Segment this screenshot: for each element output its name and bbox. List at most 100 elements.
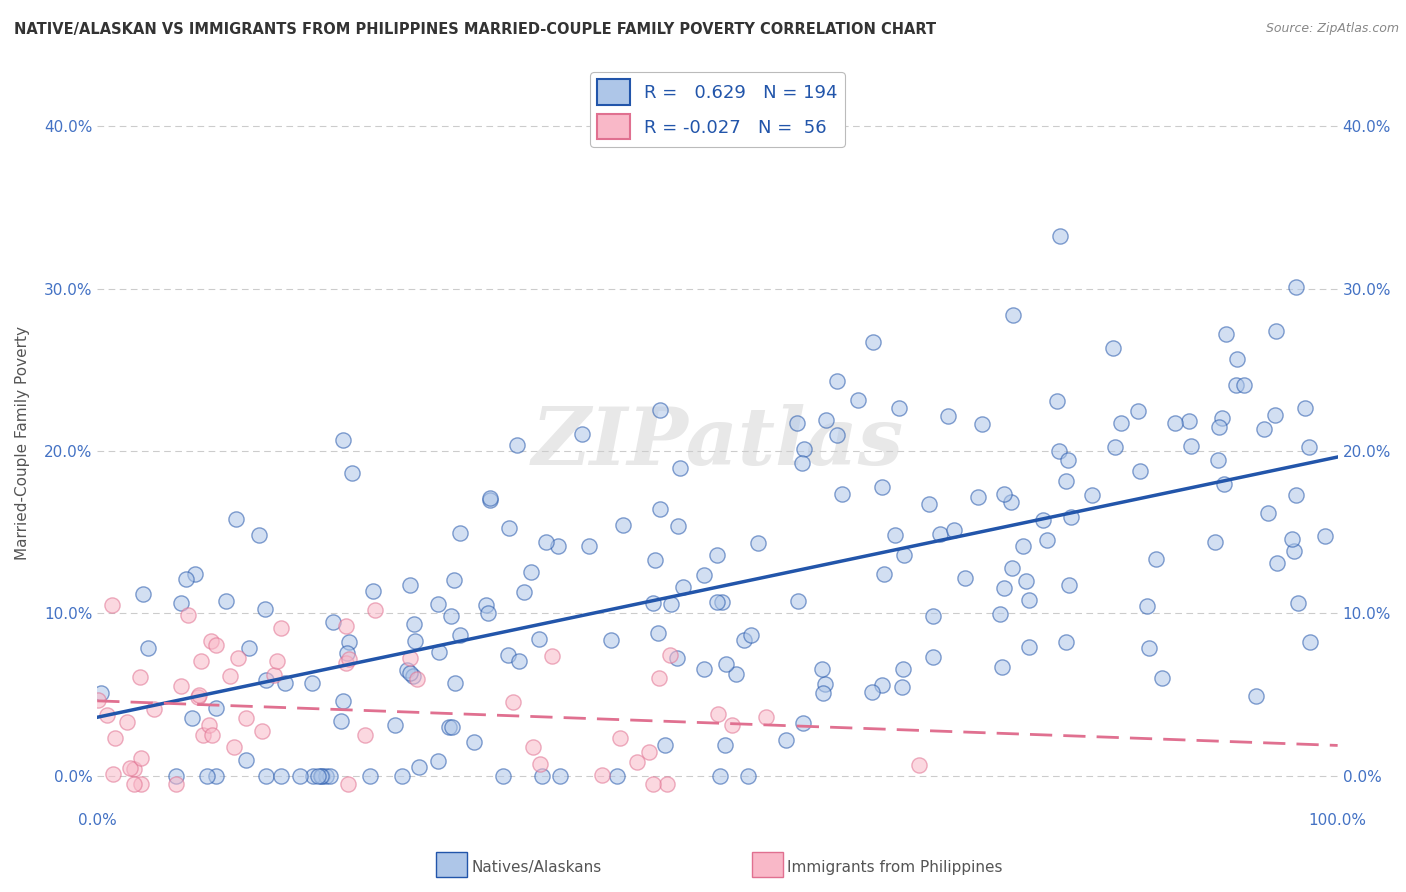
Point: [650, 402, 672, 417]
Point: [1286, 597, 1309, 611]
Point: [315, 769, 337, 783]
Point: [238, 640, 260, 655]
Point: [870, 480, 893, 494]
Point: [1081, 488, 1104, 502]
Point: [1282, 544, 1305, 558]
Point: [1257, 506, 1279, 520]
Point: [666, 519, 689, 533]
Point: [1057, 453, 1080, 467]
Point: [225, 512, 247, 526]
Point: [332, 434, 354, 448]
Point: [184, 567, 207, 582]
Point: [254, 673, 277, 688]
Point: [124, 777, 146, 791]
Point: [301, 769, 323, 783]
Text: NATIVE/ALASKAN VS IMMIGRANTS FROM PHILIPPINES MARRIED-COUPLE FAMILY POVERTY CORR: NATIVE/ALASKAN VS IMMIGRANTS FROM PHILIP…: [14, 22, 936, 37]
Point: [827, 428, 849, 442]
Point: [1180, 438, 1202, 452]
Point: [1014, 574, 1036, 588]
Point: [1036, 533, 1059, 548]
Point: [626, 755, 648, 769]
Point: [222, 740, 245, 755]
Point: [1054, 474, 1077, 488]
Text: ZIPatlas: ZIPatlas: [531, 404, 904, 482]
Point: [1299, 635, 1322, 649]
Point: [226, 650, 249, 665]
Point: [1265, 556, 1288, 570]
Point: [204, 638, 226, 652]
Point: [498, 521, 520, 535]
Point: [444, 675, 467, 690]
Point: [1001, 309, 1024, 323]
Point: [235, 711, 257, 725]
Point: [170, 596, 193, 610]
Point: [120, 760, 142, 774]
Point: [129, 670, 152, 684]
Point: [340, 466, 363, 480]
Point: [1136, 599, 1159, 613]
Point: [363, 603, 385, 617]
Point: [1144, 552, 1167, 566]
Point: [274, 675, 297, 690]
Point: [786, 416, 808, 430]
Point: [332, 694, 354, 708]
Point: [1129, 464, 1152, 478]
Point: [1206, 453, 1229, 467]
Point: [399, 578, 422, 592]
Point: [669, 461, 692, 475]
Point: [396, 664, 419, 678]
Text: Source: ZipAtlas.com: Source: ZipAtlas.com: [1265, 22, 1399, 36]
Point: [908, 758, 931, 772]
Point: [506, 438, 529, 452]
Point: [104, 731, 127, 745]
Point: [354, 728, 377, 742]
Point: [534, 535, 557, 549]
Point: [402, 669, 425, 683]
Point: [1208, 420, 1230, 434]
Point: [307, 769, 329, 783]
Point: [270, 621, 292, 635]
Point: [872, 566, 894, 581]
Point: [1057, 578, 1080, 592]
Point: [578, 539, 600, 553]
Point: [187, 688, 209, 702]
Point: [1018, 640, 1040, 654]
Point: [1285, 280, 1308, 294]
Point: [266, 654, 288, 668]
Point: [165, 769, 187, 783]
Point: [706, 595, 728, 609]
Point: [647, 626, 669, 640]
Point: [177, 607, 200, 622]
Point: [1281, 532, 1303, 546]
Point: [860, 685, 883, 699]
Point: [336, 647, 359, 661]
Point: [522, 739, 544, 754]
Point: [288, 769, 311, 783]
Point: [693, 567, 716, 582]
Point: [165, 777, 187, 791]
Point: [990, 660, 1012, 674]
Point: [600, 632, 623, 647]
Point: [136, 641, 159, 656]
Point: [990, 607, 1012, 622]
Point: [329, 714, 352, 728]
Point: [115, 714, 138, 729]
Point: [309, 769, 332, 783]
Point: [1049, 229, 1071, 244]
Point: [547, 539, 569, 553]
Point: [831, 487, 853, 501]
Point: [606, 769, 628, 783]
Point: [793, 442, 815, 457]
Point: [754, 709, 776, 723]
Point: [1137, 640, 1160, 655]
Point: [887, 401, 910, 415]
Point: [1032, 513, 1054, 527]
Point: [1012, 539, 1035, 553]
Point: [943, 523, 966, 537]
Point: [170, 680, 193, 694]
Point: [426, 754, 449, 768]
Point: [391, 769, 413, 783]
Point: [336, 777, 359, 791]
Point: [972, 417, 994, 431]
Point: [671, 580, 693, 594]
